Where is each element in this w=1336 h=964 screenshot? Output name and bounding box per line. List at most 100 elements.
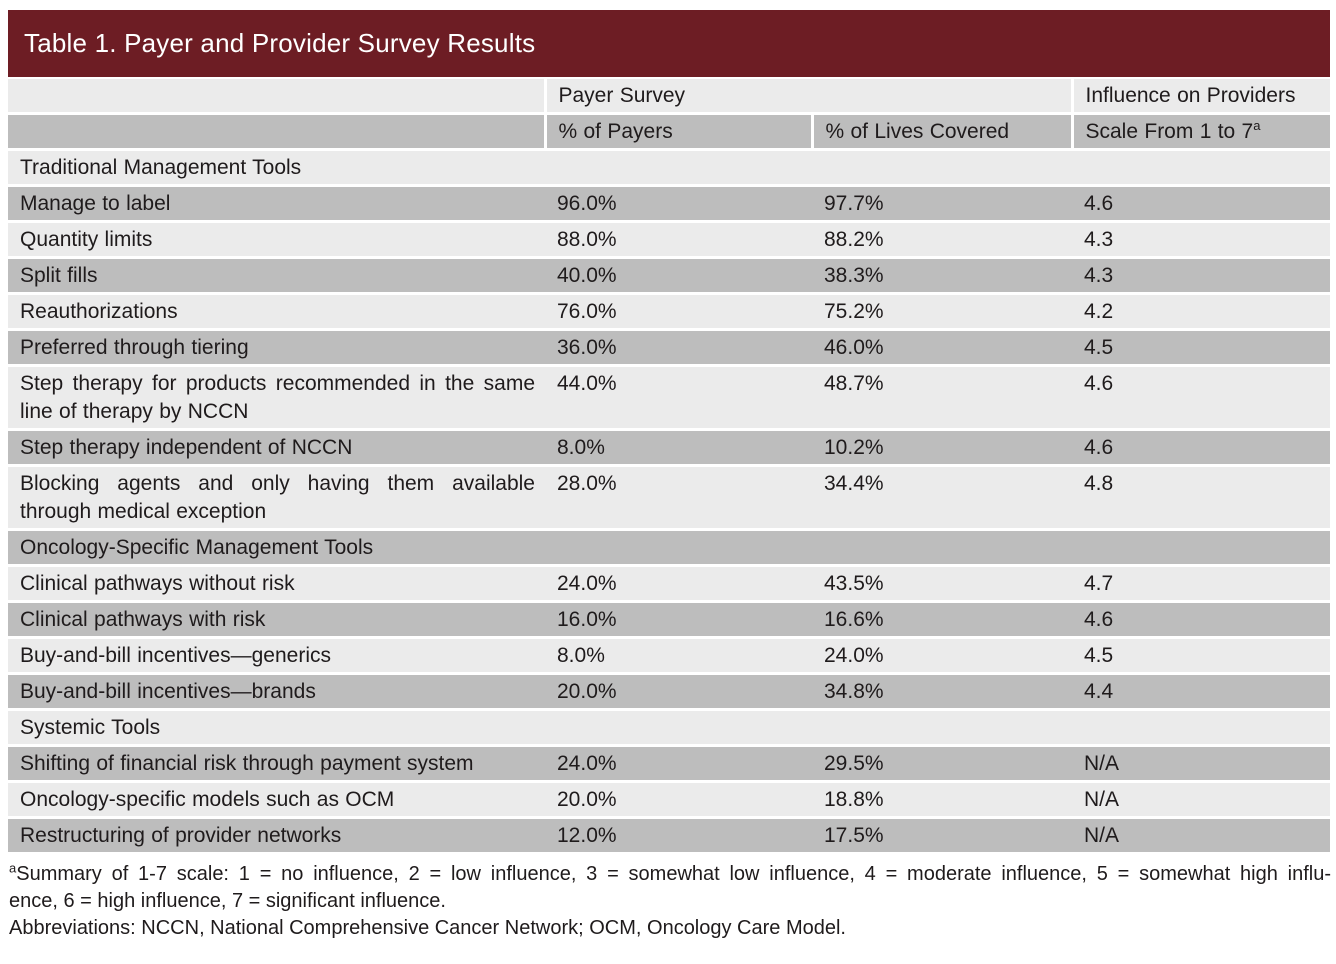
influence-scale-cell: 4.7 <box>1072 565 1330 603</box>
col-header-scale: Scale From 1 to 7a <box>1072 113 1330 151</box>
percent-lives-cell: 97.7% <box>812 185 1072 223</box>
table-header: Payer Survey Influence on Providers % of… <box>8 79 1330 151</box>
influence-scale-cell: 4.5 <box>1072 329 1330 367</box>
footnotes: aSummary of 1-7 scale: 1 = no influence,… <box>9 861 1331 942</box>
table-row: Split fills 40.0% 38.3% 4.3 <box>8 257 1330 295</box>
percent-lives-cell: 10.2% <box>812 429 1072 467</box>
percent-payers-cell: 36.0% <box>545 329 812 367</box>
table-row: Clinical pathways without risk 24.0% 43.5%… <box>8 565 1330 603</box>
section-header-row: Systemic Tools <box>8 709 1330 747</box>
percent-payers-cell: 88.0% <box>545 221 812 259</box>
influence-group-header: Influence on Providers <box>1072 79 1330 115</box>
footnote-superscript: a <box>9 860 17 876</box>
section-header-row: Oncology-Specific Management Tools <box>8 529 1330 567</box>
table-row: Manage to label 96.0% 97.7% 4.6 <box>8 185 1330 223</box>
percent-lives-cell: 24.0% <box>812 637 1072 675</box>
table-row: Preferred through tiering 36.0% 46.0% 4.5 <box>8 329 1330 367</box>
percent-payers-cell: 8.0% <box>545 429 812 467</box>
percent-lives-cell: 38.3% <box>812 257 1072 295</box>
tool-label-cell: Preferred through tiering <box>8 329 545 367</box>
percent-lives-cell: 48.7% <box>812 365 1072 431</box>
percent-payers-cell: 44.0% <box>545 365 812 431</box>
table-row: Buy-and-bill incentives—brands 20.0% 34.8%… <box>8 673 1330 711</box>
table-row: Blocking agents and only having them ava… <box>8 465 1330 531</box>
percent-lives-cell: 43.5% <box>812 565 1072 603</box>
table-row: Restructuring of provider networks 12.0% 1… <box>8 817 1330 855</box>
percent-payers-cell: 20.0% <box>545 673 812 711</box>
influence-scale-cell: 4.3 <box>1072 257 1330 295</box>
influence-scale-cell: N/A <box>1072 781 1330 819</box>
influence-scale-cell: N/A <box>1072 817 1330 855</box>
scale-footnote-line1-text: Summary of 1-7 scale: 1 = no influence, … <box>16 863 1331 885</box>
tool-label-cell: Step therapy independent of NCCN <box>8 429 545 467</box>
tool-label-cell: Clinical pathways without risk <box>8 565 545 603</box>
payer-survey-group-header: Payer Survey <box>545 79 1074 115</box>
table-title: Table 1. Payer and Provider Survey Resul… <box>24 28 536 58</box>
table-title-bar: Table 1. Payer and Provider Survey Resul… <box>8 10 1330 77</box>
table-row: Buy-and-bill incentives—generics 8.0% 24.0… <box>8 637 1330 675</box>
table-row: Step therapy independent of NCCN 8.0% 10.2… <box>8 429 1330 467</box>
empty-subheader-cell <box>8 113 547 151</box>
scale-footnote-line1: aSummary of 1-7 scale: 1 = no influence,… <box>9 861 1331 888</box>
influence-scale-cell: 4.2 <box>1072 293 1330 331</box>
influence-scale-cell: 4.3 <box>1072 221 1330 259</box>
percent-payers-cell: 8.0% <box>545 637 812 675</box>
col-header-percent-payers: % of Payers <box>545 113 814 151</box>
tool-label-cell: Manage to label <box>8 185 545 223</box>
tool-label-cell: Buy-and-bill incentives—brands <box>8 673 545 711</box>
percent-payers-cell: 20.0% <box>545 781 812 819</box>
influence-scale-cell: 4.5 <box>1072 637 1330 675</box>
tool-label-cell: Buy-and-bill incentives—generics <box>8 637 545 675</box>
percent-lives-cell: 16.6% <box>812 601 1072 639</box>
abbreviations-footnote: Abbreviations: NCCN, National Comprehens… <box>9 917 846 939</box>
table-row: Oncology-specific models such as OCM 20.0… <box>8 781 1330 819</box>
table-row: Clinical pathways with risk 16.0% 16.6% 4.6 <box>8 601 1330 639</box>
section-title: Systemic Tools <box>8 709 1330 747</box>
table-row: Shifting of financial risk through payme… <box>8 745 1330 783</box>
section-title: Traditional Management Tools <box>8 149 1330 187</box>
percent-payers-cell: 16.0% <box>545 601 812 639</box>
influence-scale-cell: 4.6 <box>1072 365 1330 431</box>
section-header-row: Traditional Management Tools <box>8 149 1330 187</box>
column-header-row: % of Payers % of Lives Covered Scale Fro… <box>8 113 1330 151</box>
influence-scale-cell: 4.4 <box>1072 673 1330 711</box>
percent-payers-cell: 24.0% <box>545 745 812 783</box>
table-row: Reauthorizations 76.0% 75.2% 4.2 <box>8 293 1330 331</box>
percent-payers-cell: 24.0% <box>545 565 812 603</box>
col-header-scale-text: Scale From 1 to 7 <box>1085 120 1254 143</box>
tool-label-cell: Quantity limits <box>8 221 545 259</box>
percent-lives-cell: 88.2% <box>812 221 1072 259</box>
survey-results-table: Payer Survey Influence on Providers % of… <box>8 79 1330 855</box>
percent-lives-cell: 34.4% <box>812 465 1072 531</box>
influence-scale-cell: N/A <box>1072 745 1330 783</box>
influence-scale-cell: 4.6 <box>1072 185 1330 223</box>
section-title: Oncology-Specific Management Tools <box>8 529 1330 567</box>
scale-footnote-marker: a <box>1253 118 1261 133</box>
tool-label-cell: Blocking agents and only having them ava… <box>8 465 545 531</box>
percent-lives-cell: 46.0% <box>812 329 1072 367</box>
empty-header-cell <box>8 79 547 115</box>
influence-scale-cell: 4.8 <box>1072 465 1330 531</box>
tool-label-cell: Restructuring of provider networks <box>8 817 545 855</box>
scale-footnote-line2: ence, 6 = high influence, 7 = significan… <box>9 890 446 912</box>
influence-scale-cell: 4.6 <box>1072 429 1330 467</box>
percent-payers-cell: 12.0% <box>545 817 812 855</box>
percent-lives-cell: 29.5% <box>812 745 1072 783</box>
percent-lives-cell: 34.8% <box>812 673 1072 711</box>
tool-label-cell: Clinical pathways with risk <box>8 601 545 639</box>
percent-payers-cell: 96.0% <box>545 185 812 223</box>
percent-payers-cell: 40.0% <box>545 257 812 295</box>
tool-label-cell: Shifting of financial risk through payme… <box>8 745 545 783</box>
percent-lives-cell: 75.2% <box>812 293 1072 331</box>
table-row: Quantity limits 88.0% 88.2% 4.3 <box>8 221 1330 259</box>
tool-label-cell: Split fills <box>8 257 545 295</box>
tool-label-cell: Step therapy for products recommended in… <box>8 365 545 431</box>
influence-scale-cell: 4.6 <box>1072 601 1330 639</box>
tool-label-cell: Reauthorizations <box>8 293 545 331</box>
percent-lives-cell: 18.8% <box>812 781 1072 819</box>
percent-payers-cell: 76.0% <box>545 293 812 331</box>
col-header-percent-lives: % of Lives Covered <box>812 113 1074 151</box>
percent-payers-cell: 28.0% <box>545 465 812 531</box>
tool-label-cell: Oncology-specific models such as OCM <box>8 781 545 819</box>
table-body: Traditional Management Tools Manage to la… <box>8 149 1330 855</box>
